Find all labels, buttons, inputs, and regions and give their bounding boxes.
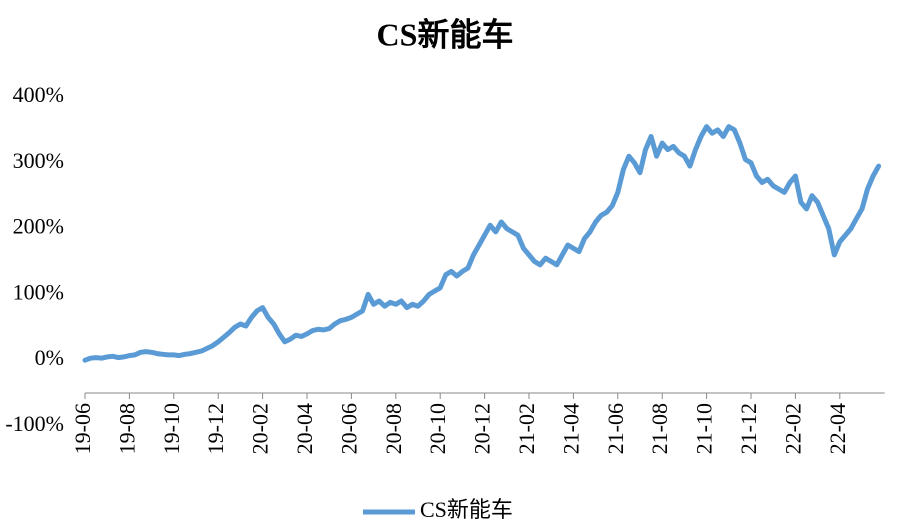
y-tick-label: 200% <box>13 214 64 239</box>
x-tick-label: 21-08 <box>647 403 672 454</box>
x-tick-label: 19-12 <box>203 403 228 454</box>
x-tick-label: 21-02 <box>514 403 539 454</box>
y-tick-label: -100% <box>5 411 64 436</box>
chart-title: CS新能车 <box>377 16 514 52</box>
x-tick-label: 20-02 <box>248 403 273 454</box>
x-tick-label: 21-06 <box>603 403 628 454</box>
x-tick-label: 22-02 <box>780 403 805 454</box>
x-tick-label: 19-10 <box>159 403 184 454</box>
y-tick-label: 0% <box>35 345 64 370</box>
x-tick-label: 19-06 <box>70 403 95 454</box>
x-tick-label: 21-04 <box>558 403 583 454</box>
x-tick-label: 20-04 <box>292 403 317 454</box>
x-tick-label: 21-12 <box>736 403 761 454</box>
series-line <box>82 124 882 363</box>
y-tick-label: 400% <box>13 82 64 107</box>
x-tick-label: 20-08 <box>381 403 406 454</box>
x-tick-label: 21-10 <box>692 403 717 454</box>
y-tick-label: 100% <box>13 279 64 304</box>
x-tick-label: 20-06 <box>336 403 361 454</box>
y-tick-label: 300% <box>13 148 64 173</box>
x-tick-label: 20-10 <box>425 403 450 454</box>
x-tick-label: 19-08 <box>114 403 139 454</box>
x-tick-label: 22-04 <box>825 403 850 454</box>
x-tick-label: 20-12 <box>470 403 495 454</box>
legend-label: CS新能车 <box>420 497 513 522</box>
